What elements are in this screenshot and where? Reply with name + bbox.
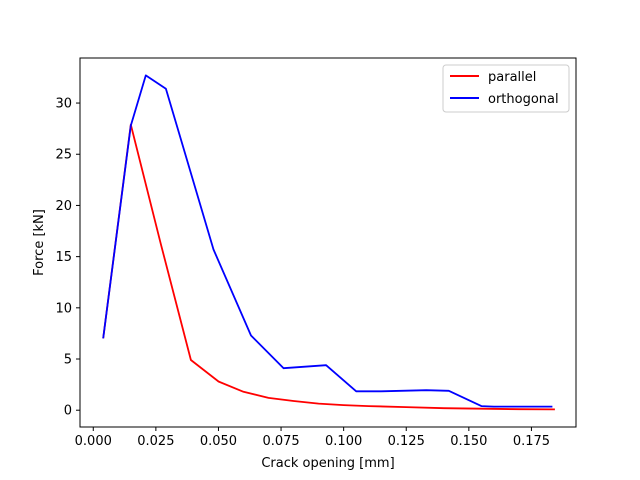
plot-frame	[79, 57, 577, 428]
series-layer	[102, 74, 555, 411]
y-axis-label: Force [kN]	[32, 209, 47, 276]
series-line-orthogonal	[102, 74, 553, 408]
legend-label-parallel: parallel	[488, 70, 536, 85]
x-tick-label: 0.100	[325, 434, 362, 449]
legend: parallel orthogonal	[442, 64, 570, 113]
x-tick-label: 0.075	[262, 434, 299, 449]
y-tick-label: 15	[55, 250, 72, 265]
x-tick-label: 0.175	[513, 434, 550, 449]
y-tick-label: 0	[64, 404, 72, 419]
x-axis-label: Crack opening [mm]	[261, 456, 394, 471]
y-tick-label: 25	[55, 148, 72, 163]
y-tick-label: 30	[55, 97, 72, 112]
x-tick-label: 0.125	[388, 434, 425, 449]
x-tick-label: 0.150	[450, 434, 487, 449]
series-line-parallel	[102, 123, 555, 411]
x-tick-label: 0.000	[75, 434, 112, 449]
legend-label-orthogonal: orthogonal	[488, 92, 559, 107]
x-tick-label: 0.025	[137, 434, 174, 449]
x-tick-label: 0.050	[200, 434, 237, 449]
y-tick-label: 5	[64, 353, 72, 368]
y-tick-label: 20	[55, 199, 72, 214]
y-axis: 0 5 10 15 20 25 30	[55, 97, 80, 419]
x-axis: 0.000 0.025 0.050 0.075 0.100 0.125 0.150 0.175	[75, 427, 550, 449]
y-tick-label: 10	[55, 301, 72, 316]
